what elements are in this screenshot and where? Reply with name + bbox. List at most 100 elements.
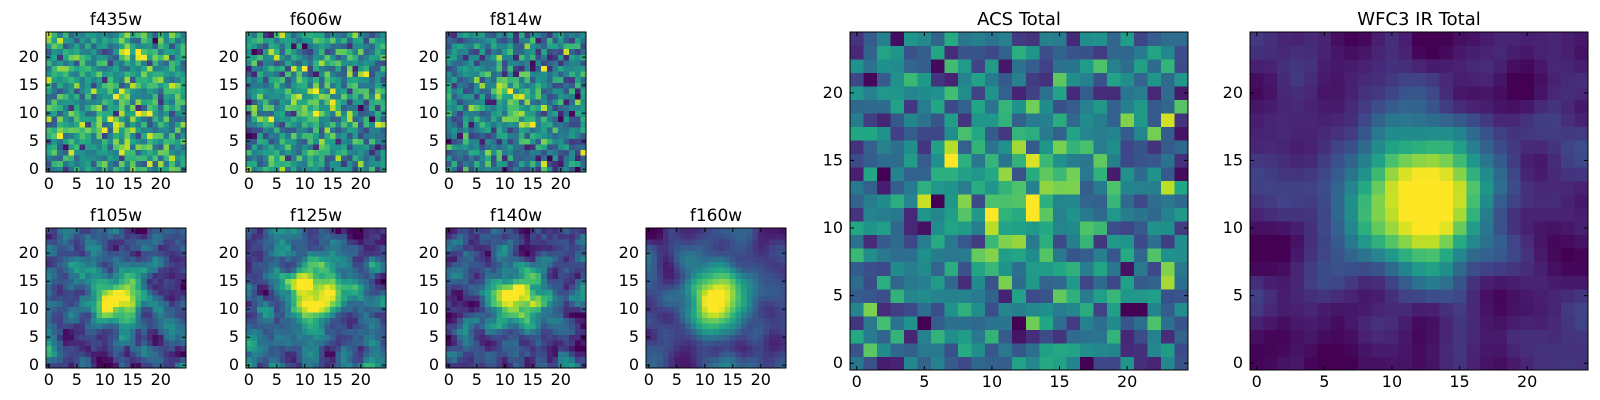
heatmap-cell: [107, 289, 114, 296]
heatmap-cell: [307, 317, 314, 324]
heatmap-cell: [118, 76, 125, 83]
heatmap-cell: [62, 256, 69, 262]
heatmap-cell: [380, 351, 387, 358]
heatmap-cell: [707, 278, 714, 285]
heatmap-cell: [296, 261, 303, 268]
heatmap-cell: [541, 71, 548, 78]
heatmap-cell: [735, 256, 742, 262]
heatmap-cell: [971, 221, 986, 236]
heatmap-cell: [758, 351, 764, 358]
heatmap-cell: [62, 334, 69, 341]
heatmap-cell: [524, 267, 531, 274]
heatmap-cell: [141, 300, 148, 307]
heatmap-cell: [163, 93, 170, 100]
heatmap-cell: [180, 99, 187, 106]
heatmap-cell: [158, 48, 164, 55]
heatmap-cell: [985, 261, 1000, 276]
heatmap-cell: [79, 317, 86, 324]
heatmap-cell: [541, 261, 548, 268]
heatmap-cell: [524, 312, 531, 318]
heatmap-cell: [279, 149, 286, 156]
heatmap-cell: [102, 60, 108, 66]
heatmap-cell: [1025, 329, 1040, 344]
heatmap-cell: [307, 284, 314, 290]
heatmap-cell: [285, 312, 292, 318]
heatmap-cell: [524, 323, 531, 330]
heatmap-cells-acs-total: [850, 32, 1189, 371]
heatmap-cell: [174, 166, 181, 173]
heatmap-cell: [330, 93, 336, 100]
heatmap-cell: [169, 166, 176, 173]
heatmap-cell: [780, 351, 787, 358]
heatmap-cell: [51, 300, 58, 307]
heatmap-cell: [130, 93, 136, 100]
heatmap-cell: [174, 93, 181, 100]
heatmap-cell: [163, 284, 170, 290]
heatmap-cell: [863, 194, 878, 209]
heatmap-cell: [257, 284, 264, 290]
heatmap-cell: [890, 234, 905, 249]
heatmap-cell: [318, 233, 325, 240]
heatmap-cell: [1106, 194, 1121, 209]
heatmap-cell: [507, 32, 514, 38]
heatmap-cell: [268, 272, 275, 279]
heatmap-cell: [124, 272, 131, 279]
heatmap-cell: [496, 306, 503, 313]
heatmap-cell: [718, 250, 725, 257]
heatmap-cell: [479, 99, 486, 106]
heatmap-cell: [268, 160, 275, 167]
heatmap-cell: [268, 144, 275, 150]
heatmap-cell: [490, 272, 497, 279]
heatmap-cell: [369, 48, 376, 55]
heatmap-cell: [51, 99, 58, 106]
heatmap-cell: [141, 267, 148, 274]
heatmap-cell: [102, 328, 108, 335]
heatmap-cell: [735, 267, 742, 274]
heatmap-cell: [380, 149, 387, 156]
heatmap-cell: [1066, 329, 1081, 344]
heatmap-cell: [46, 60, 52, 66]
heatmap-cell: [79, 144, 86, 150]
heatmap-cell: [490, 300, 497, 307]
heatmap-cell: [535, 334, 542, 341]
heatmap-cell: [180, 71, 187, 78]
heatmap-cell: [279, 317, 286, 324]
heatmap-cell: [662, 284, 669, 290]
heatmap-cell: [102, 54, 108, 61]
heatmap-cell: [563, 267, 570, 274]
heatmap-cell: [169, 312, 176, 318]
heatmap-cell: [890, 329, 905, 344]
heatmap-cell: [141, 250, 148, 257]
heatmap-cell: [574, 323, 581, 330]
heatmap-cell: [380, 37, 387, 44]
heatmap-cell: [318, 267, 325, 274]
heatmap-cell: [335, 306, 342, 313]
heatmap-cell: [324, 149, 331, 156]
heatmap-cell: [346, 278, 353, 285]
heatmap-cell: [62, 43, 69, 50]
heatmap-cell: [451, 82, 458, 89]
heatmap-cell: [468, 278, 475, 285]
heatmap-cell: [68, 138, 75, 145]
heatmap-cell: [462, 155, 469, 162]
heatmap-cell: [279, 272, 286, 279]
heatmap-cell: [279, 110, 286, 117]
heatmap-cell: [696, 306, 703, 313]
heatmap-cell: [713, 356, 720, 363]
heatmap-cell: [274, 104, 280, 111]
heatmap-cell: [569, 65, 576, 72]
heatmap-cell: [451, 43, 458, 50]
heatmap-cell: [496, 244, 503, 251]
heatmap-cell: [90, 155, 97, 162]
heatmap-cell: [574, 295, 581, 302]
heatmap-cell: [251, 340, 258, 346]
heatmap-cell: [335, 233, 342, 240]
heatmap-cell: [79, 334, 86, 341]
heatmap-cell: [457, 362, 464, 369]
heatmap-cell: [863, 221, 878, 236]
heatmap-cell: [46, 340, 52, 346]
heatmap-cell: [541, 132, 548, 139]
heatmap-cell: [552, 155, 559, 162]
heatmap-cell: [290, 166, 297, 173]
heatmap-cell: [741, 284, 748, 290]
